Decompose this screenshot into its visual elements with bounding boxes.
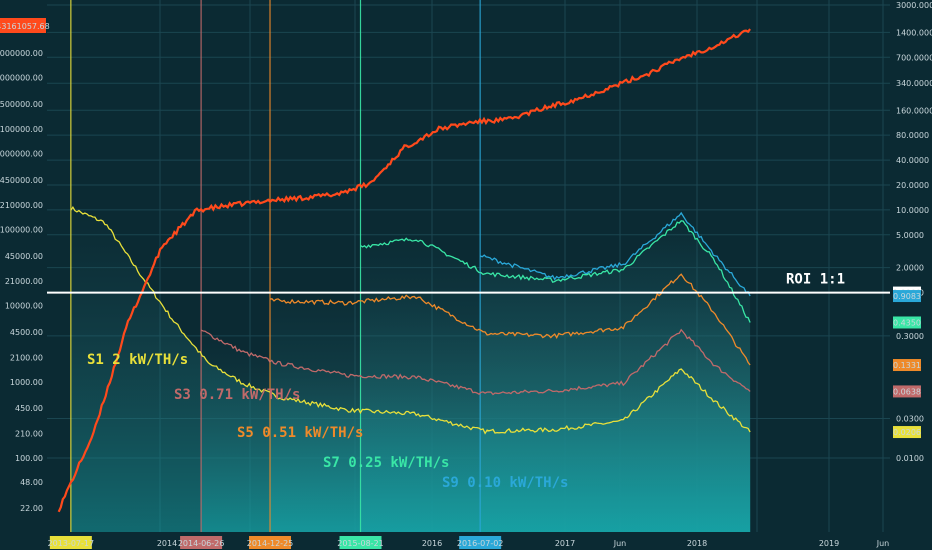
left-tick-label: 1000000.00 bbox=[0, 150, 43, 159]
x-tick-label: 2019 bbox=[819, 539, 839, 548]
x-tick-label: 2018 bbox=[687, 539, 707, 548]
x-axis: 2014Jun20162017Jun20182019Jun2013-07-172… bbox=[0, 532, 932, 550]
left-tick-label: 100000.00 bbox=[0, 226, 43, 235]
value-tag-bg-s5 bbox=[893, 359, 921, 372]
x-tick-label: 2016 bbox=[422, 539, 442, 548]
right-tick-label: 0.0300 bbox=[896, 415, 924, 424]
left-tick-label: 10000000.00 bbox=[0, 73, 43, 82]
release-tag-bg-s9 bbox=[459, 536, 502, 549]
value-tag-s5: 0.1331 bbox=[893, 361, 921, 370]
left-tick-label: 210000.00 bbox=[0, 201, 43, 210]
release-tag-s3: 2014-06-26 bbox=[178, 539, 225, 548]
x-tick-label: 2017 bbox=[555, 539, 575, 548]
value-tag-s3: 0.0638 bbox=[893, 387, 921, 396]
right-tick-label: 0.0100 bbox=[896, 454, 924, 463]
left-tick-label: 100.00 bbox=[15, 454, 43, 463]
series-line-s3 bbox=[200, 328, 751, 396]
value-tag-s9: 0.9083 bbox=[893, 292, 921, 301]
left-tick-label: 450000.00 bbox=[0, 176, 43, 185]
left-tick-label: 4500000.00 bbox=[0, 100, 43, 109]
left-tick-label: 450.00 bbox=[15, 404, 43, 413]
series-label-s7: S7 0.25 kW/TH/s bbox=[323, 455, 449, 471]
series-line-s1 bbox=[70, 205, 751, 435]
left-tick-label: 22.00 bbox=[20, 504, 43, 513]
x-tick-label: Jun bbox=[876, 539, 890, 548]
value-tag-bg-s3 bbox=[893, 385, 921, 398]
release-tag-s5: 2014-12-25 bbox=[247, 539, 294, 548]
price-tag-label: 43161057.68 bbox=[0, 22, 50, 31]
value-tag-bg-s9 bbox=[893, 290, 921, 303]
right-axis: 3000.0000 1400.0000 700.0000 340.0000 160.00… bbox=[893, 1, 932, 463]
left-tick-label: 48.00 bbox=[20, 478, 43, 487]
left-axis: 21000000.00 10000000.00 4500000.00 2100000.… bbox=[0, 18, 50, 513]
value-tag-bg-s7 bbox=[893, 316, 921, 329]
series-label-s9: S9 0.10 kW/TH/s bbox=[442, 475, 568, 491]
value-tag-s7: 0.4350 bbox=[893, 318, 921, 327]
right-tick-label: 5.0000 bbox=[896, 231, 924, 240]
series-label-s5: S5 0.51 kW/TH/s bbox=[237, 425, 363, 441]
release-tag-s9: 2016-07-02 bbox=[457, 539, 504, 548]
series-line-s7 bbox=[360, 220, 751, 323]
series-label-s1: S1 2 kW/TH/s bbox=[87, 352, 188, 368]
left-tick-label: 45000.00 bbox=[5, 252, 43, 261]
release-markers bbox=[70, 0, 481, 532]
right-tick-label: 0.3000 bbox=[896, 332, 924, 341]
left-tick-label: 21000000.00 bbox=[0, 49, 43, 58]
series-label-s3: S3 0.71 kW/TH/s bbox=[174, 387, 300, 403]
left-tick-label: 2100.00 bbox=[10, 353, 43, 362]
right-tick-label: 40.0000 bbox=[896, 156, 929, 165]
x-tick-label: 2014 bbox=[157, 539, 177, 548]
roi-label: ROI 1:1 bbox=[786, 272, 845, 288]
release-tag-bg-s1 bbox=[49, 536, 92, 549]
release-tag-bg-s3 bbox=[180, 536, 223, 549]
series-line-s9 bbox=[479, 211, 751, 297]
left-tick-label: 21000.00 bbox=[5, 277, 43, 286]
value-tag-bg-s1 bbox=[893, 426, 921, 439]
right-tick-label: 700.0000 bbox=[896, 53, 932, 62]
value-tag-s1: 0.0206 bbox=[893, 428, 921, 437]
right-tick-label: 20.0000 bbox=[896, 181, 929, 190]
right-tick-label: 80.0000 bbox=[896, 131, 929, 140]
release-tag-bg-s5 bbox=[249, 536, 292, 549]
left-tick-label: 2100000.00 bbox=[0, 125, 43, 134]
x-tick-label: Jun bbox=[613, 539, 627, 548]
right-tick-label: 1400.0000 bbox=[896, 28, 932, 37]
left-tick-label: 210.00 bbox=[15, 429, 43, 438]
right-tick-label: 2.0000 bbox=[896, 264, 924, 273]
left-tick-label: 4500.00 bbox=[10, 328, 43, 337]
release-tag-s1: 2013-07-17 bbox=[48, 539, 95, 548]
price-tag-bg bbox=[0, 18, 46, 33]
release-tag-s7: 2015-08-21 bbox=[337, 539, 384, 548]
price-line bbox=[57, 28, 751, 513]
release-tag-bg-s7 bbox=[339, 536, 382, 549]
right-tick-label: 160.0000 bbox=[896, 106, 932, 115]
left-tick-label: 1000.00 bbox=[10, 378, 43, 387]
right-tick-label: 340.0000 bbox=[896, 79, 932, 88]
right-tick-label: 10.0000 bbox=[896, 206, 929, 215]
series-lines bbox=[70, 205, 751, 435]
series-line-s5 bbox=[269, 273, 751, 366]
right-tick-label: 3000.0000 bbox=[896, 1, 932, 10]
left-tick-label: 10000.00 bbox=[5, 302, 43, 311]
